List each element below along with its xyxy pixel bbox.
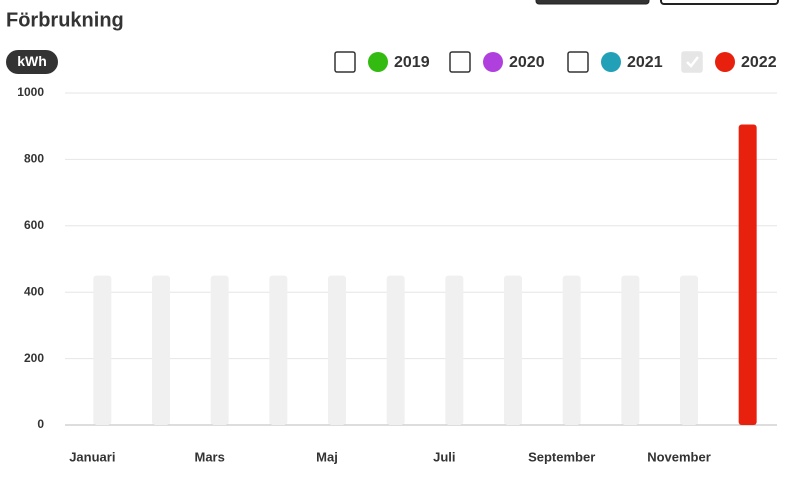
bar xyxy=(386,275,405,425)
bar xyxy=(210,275,229,425)
unit-badge xyxy=(6,50,58,74)
legend-label: 2019 xyxy=(394,54,430,71)
bar xyxy=(445,275,464,425)
legend-swatch xyxy=(601,52,621,72)
x-tick-label: Maj xyxy=(316,449,338,464)
bar xyxy=(328,275,346,425)
legend-swatch xyxy=(483,52,503,72)
bar xyxy=(621,275,640,425)
checkmark xyxy=(686,56,699,68)
legend-swatch xyxy=(368,52,388,72)
y-tick-label: 800 xyxy=(24,152,44,166)
legend-label: 2022 xyxy=(741,54,777,71)
x-tick-label: November xyxy=(647,449,711,464)
button[interactable] xyxy=(660,0,779,5)
legend-checkbox[interactable] xyxy=(449,51,471,73)
y-tick-label: 600 xyxy=(24,218,44,232)
y-tick-label: 400 xyxy=(24,284,44,298)
bar xyxy=(152,275,170,425)
legend-checkbox[interactable] xyxy=(567,51,589,73)
y-tick-label: 200 xyxy=(24,351,44,365)
button[interactable] xyxy=(535,0,650,5)
bar xyxy=(504,275,522,425)
bar xyxy=(93,275,112,425)
legend-label: 2020 xyxy=(509,54,545,71)
y-tick-label: 0 xyxy=(37,417,44,431)
y-axis-label: kWh xyxy=(17,53,47,69)
x-tick-label: September xyxy=(528,449,595,464)
legend-label: 2021 xyxy=(627,54,663,71)
bar xyxy=(269,275,288,425)
bar xyxy=(562,275,581,425)
legend-checkbox[interactable] xyxy=(334,51,356,73)
chart-title: Förbrukning xyxy=(6,9,124,31)
y-tick-label: 1000 xyxy=(17,85,44,99)
x-tick-label: Mars xyxy=(194,449,224,464)
legend-checkbox[interactable] xyxy=(681,51,703,73)
x-tick-label: Juli xyxy=(433,449,455,464)
bar xyxy=(738,124,757,425)
bar xyxy=(680,275,698,425)
legend-swatch xyxy=(715,52,735,72)
x-tick-label: Januari xyxy=(69,449,115,464)
